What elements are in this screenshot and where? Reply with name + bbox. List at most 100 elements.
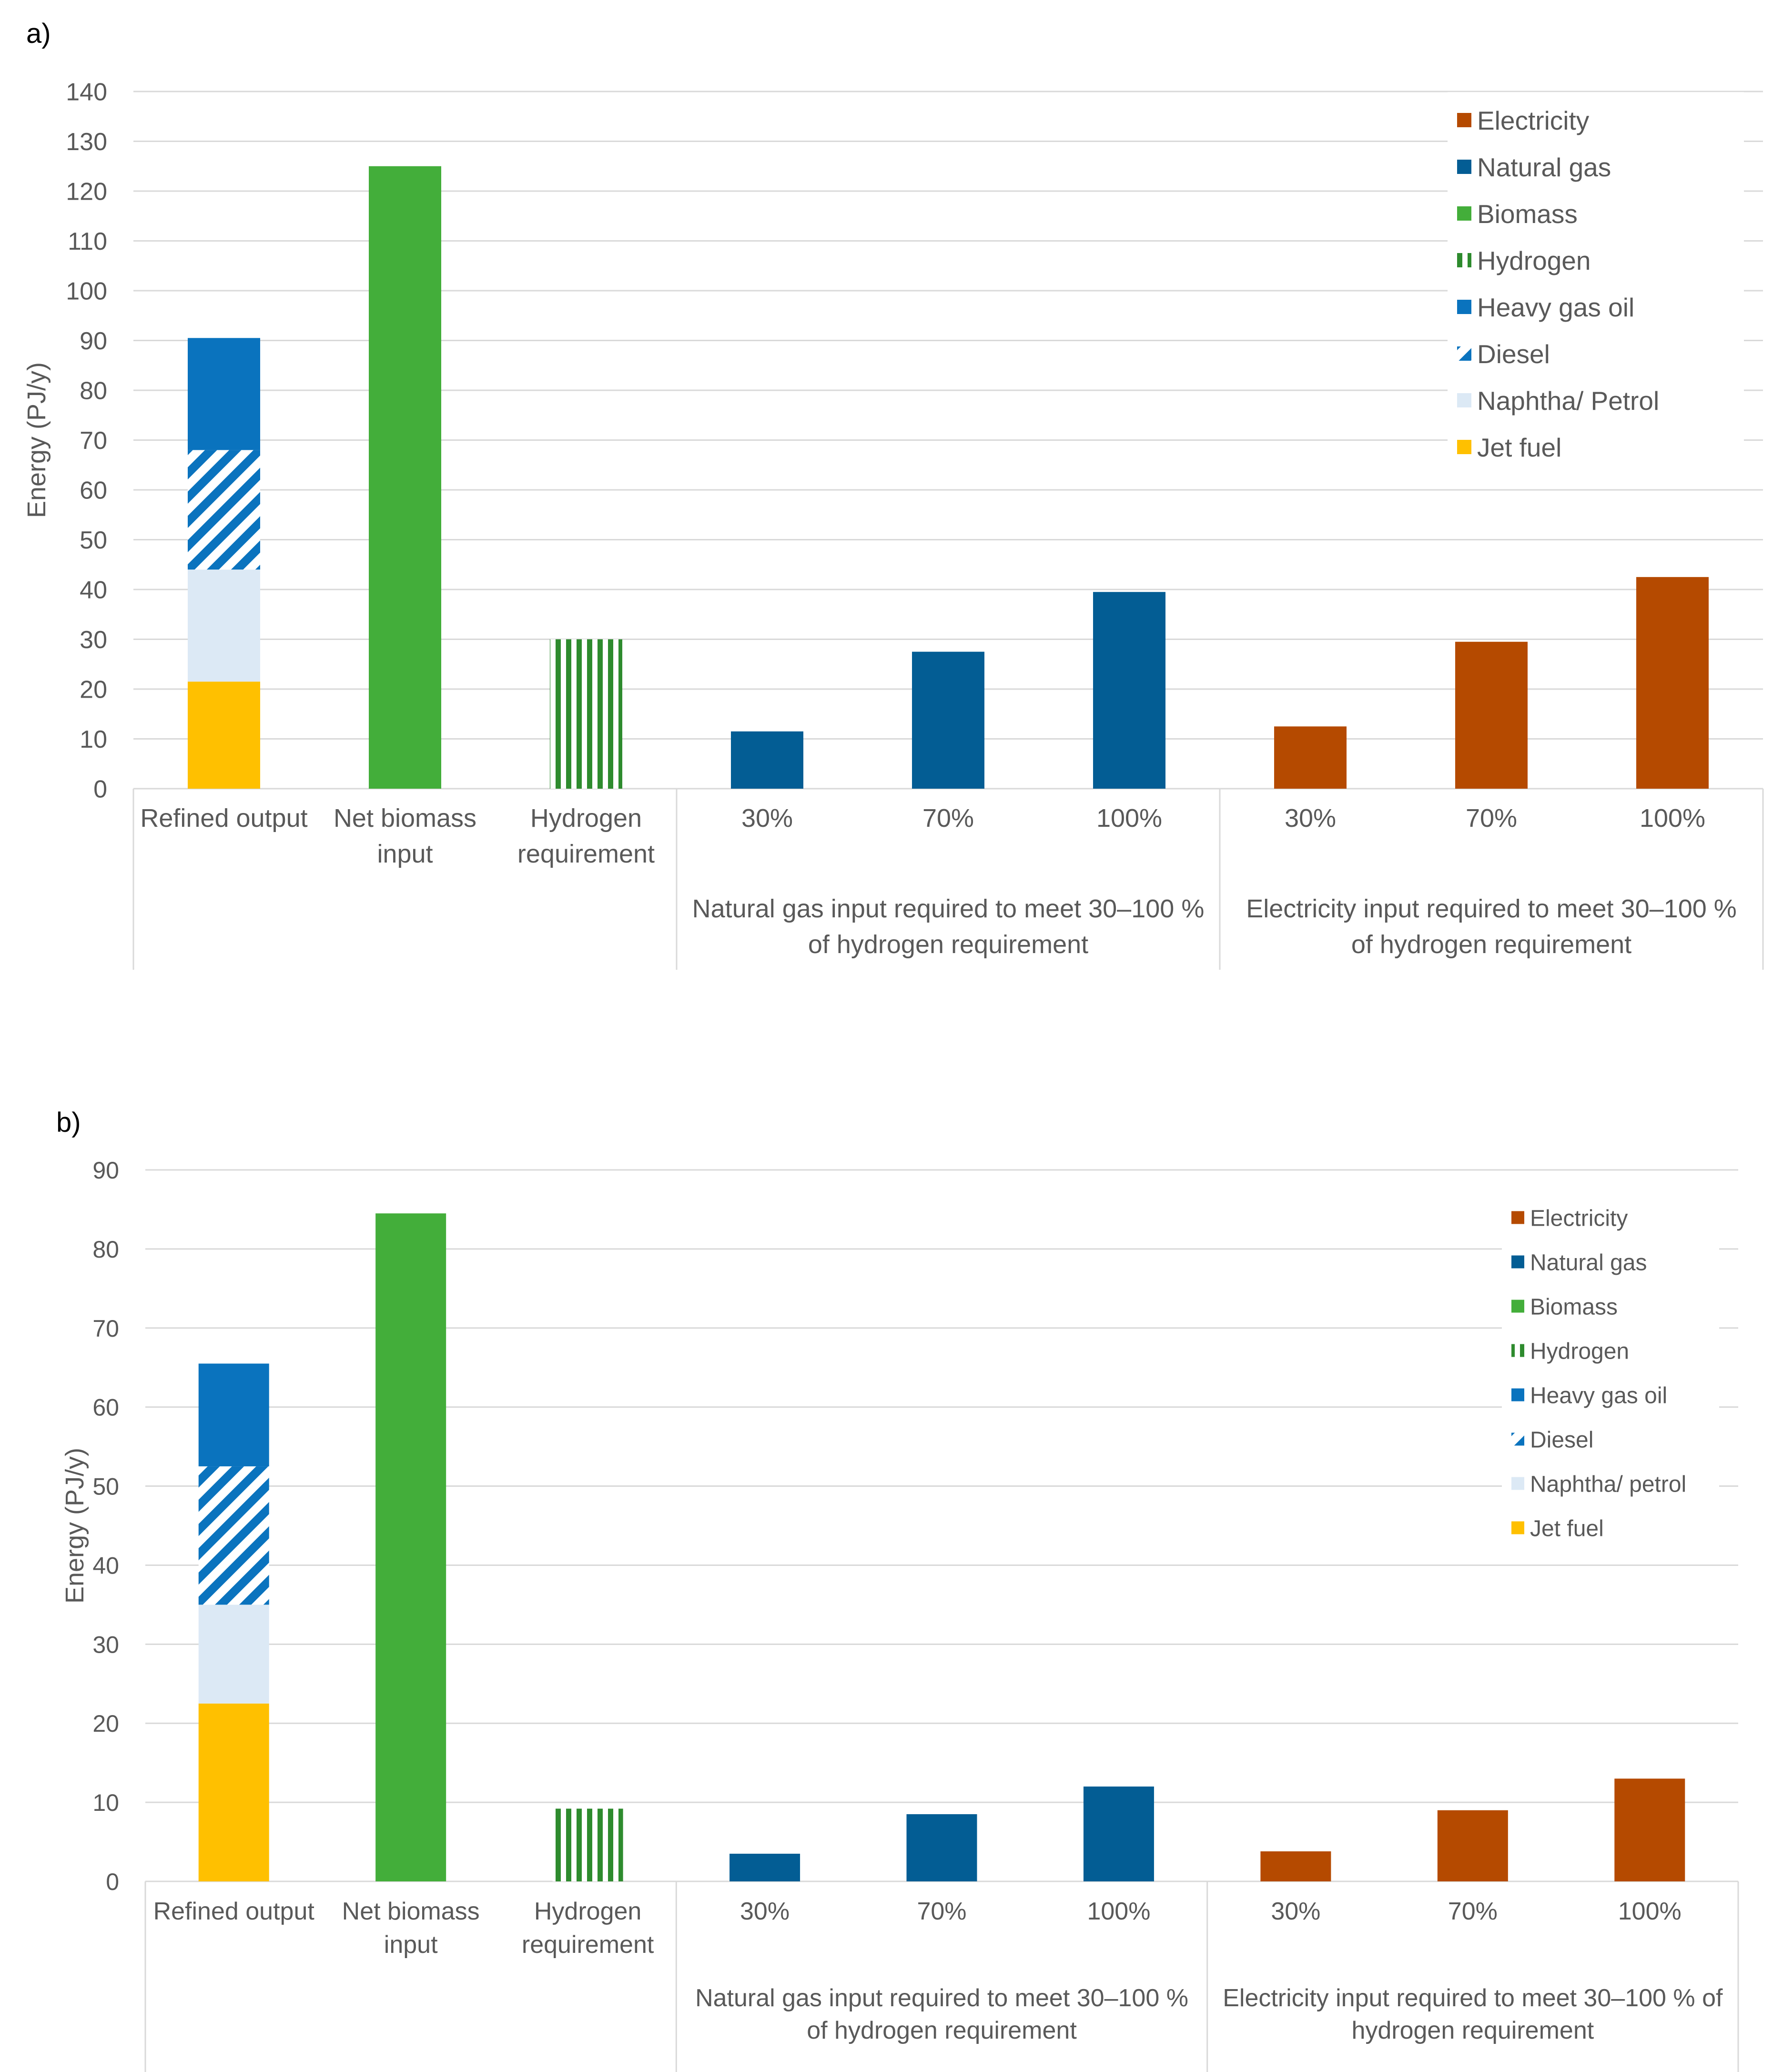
legend-label-diesel: Diesel: [1530, 1427, 1593, 1452]
legend-swatch-jet-fuel: [1457, 440, 1471, 454]
bar-segment-naphtha-petrol: [198, 1605, 269, 1704]
legend-label-jet-fuel: Jet fuel: [1530, 1516, 1604, 1541]
bar-biomass: [369, 166, 441, 789]
x-group-label: of hydrogen requirement: [1351, 930, 1631, 959]
legend-swatch-electricity: [1457, 113, 1471, 127]
x-tick-label: 30%: [740, 1898, 790, 1925]
y-axis-title: Energy (PJ/y): [61, 1448, 89, 1604]
bar-segment-naphtha-petrol: [188, 569, 260, 682]
y-tick-label: 10: [92, 1789, 119, 1816]
legend-swatch-biomass: [1511, 1300, 1524, 1313]
legend-swatch-hydrogen: [1457, 253, 1471, 267]
y-tick-label: 10: [80, 726, 107, 753]
bar-electricity: [1614, 1778, 1685, 1881]
bar-natural-gas: [912, 651, 984, 789]
panel-label: a): [26, 18, 51, 49]
chart-panel-b: b) 0 10 20 30 40 50 60 70 80 90 Energy (PJ/y) Refine…: [56, 1107, 1739, 2072]
legend-swatch-natural-gas: [1457, 160, 1471, 174]
y-tick-label: 0: [93, 776, 107, 803]
bar-electricity: [1260, 1851, 1331, 1881]
y-tick-label: 60: [92, 1394, 119, 1421]
bar-natural-gas: [729, 1853, 800, 1881]
legend-label-natural-gas: Natural gas: [1530, 1250, 1647, 1275]
y-tick-label: 80: [80, 377, 107, 405]
x-group-label: of hydrogen requirement: [808, 930, 1088, 959]
y-axis-title: Energy (PJ/y): [22, 362, 51, 518]
legend-swatch-heavy-gas-oil: [1511, 1388, 1524, 1402]
legend-swatch-hydrogen: [1511, 1344, 1524, 1357]
y-tick-label: 50: [80, 527, 107, 554]
x-tick-label: 70%: [1466, 804, 1517, 833]
legend-label-hydrogen: Hydrogen: [1477, 246, 1591, 275]
legend-swatch-jet-fuel: [1511, 1521, 1524, 1534]
y-tick-label: 0: [106, 1869, 119, 1895]
legend-label-heavy-gas-oil: Heavy gas oil: [1477, 293, 1634, 322]
y-tick-label: 30: [80, 626, 107, 654]
bar-hydrogen: [550, 639, 622, 789]
x-group-label: Natural gas input required to meet 30–10…: [692, 894, 1205, 923]
x-tick-label: 70%: [922, 804, 974, 833]
x-tick-label: Refined output: [140, 804, 307, 833]
x-tick-label: 70%: [1448, 1898, 1498, 1925]
x-group-label: hydrogen requirement: [1351, 2017, 1594, 2044]
x-tick-label: 30%: [1285, 804, 1336, 833]
bar-segment-jet-fuel: [188, 681, 260, 789]
bar-natural-gas: [731, 731, 803, 789]
legend-swatch-diesel: [1457, 346, 1471, 361]
legend-swatch-electricity: [1511, 1211, 1524, 1224]
y-tick-label: 70: [92, 1315, 119, 1342]
bar-segment-heavy-gas-oil: [198, 1363, 269, 1467]
legend-swatch-naphtha-petrol: [1511, 1477, 1524, 1490]
legend-background: [1448, 92, 1744, 475]
legend-swatch-diesel: [1511, 1432, 1524, 1446]
bar-natural-gas: [1083, 1786, 1154, 1881]
y-tick-label: 80: [92, 1236, 119, 1263]
legend-label-biomass: Biomass: [1530, 1294, 1618, 1320]
x-tick-label: 100%: [1087, 1898, 1150, 1925]
legend-label-hydrogen: Hydrogen: [1530, 1339, 1629, 1364]
x-tick-label: input: [384, 1931, 438, 1959]
y-tick-label: 100: [66, 278, 107, 305]
x-tick-label: 70%: [917, 1898, 966, 1925]
legend-background: [1502, 1191, 1719, 1554]
legend-label-electricity: Electricity: [1530, 1206, 1628, 1231]
x-tick-label: requirement: [522, 1931, 654, 1959]
x-tick-label: 30%: [741, 804, 793, 833]
x-tick-label: 100%: [1618, 1898, 1682, 1925]
x-tick-label: input: [377, 840, 433, 868]
x-tick-label: Net biomass: [334, 804, 476, 833]
legend-label-diesel: Diesel: [1477, 339, 1550, 369]
bar-electricity: [1437, 1810, 1508, 1881]
y-tick-label: 110: [68, 228, 107, 255]
y-tick-label: 30: [92, 1631, 119, 1658]
bar-segment-diesel: [188, 450, 260, 570]
x-tick-label: 100%: [1640, 804, 1705, 833]
bar-segment-jet-fuel: [198, 1703, 269, 1881]
legend-swatch-biomass: [1457, 206, 1471, 221]
legend-label-naphtha-petrol: Naphtha/ Petrol: [1477, 386, 1659, 416]
bar-electricity: [1274, 726, 1347, 789]
x-group-label: of hydrogen requirement: [807, 2017, 1077, 2044]
legend-label-jet-fuel: Jet fuel: [1477, 433, 1561, 462]
legend-swatch-natural-gas: [1511, 1255, 1524, 1269]
x-tick-label: Hydrogen: [530, 804, 642, 833]
chart-panel-a: a) 0 10 20 30 40 50 60 70 80 90 100 110 120 130 140 Ener…: [22, 18, 1764, 970]
legend-swatch-naphtha-petrol: [1457, 393, 1471, 407]
legend-swatch-heavy-gas-oil: [1457, 300, 1471, 314]
x-tick-label: Net biomass: [342, 1898, 480, 1925]
bar-electricity: [1636, 577, 1709, 789]
x-tick-label: requirement: [517, 840, 655, 868]
x-tick-label: Hydrogen: [534, 1898, 641, 1925]
x-tick-label: Refined output: [153, 1898, 315, 1925]
y-tick-label: 40: [80, 577, 107, 604]
x-group-label: Electricity input required to meet 30–10…: [1223, 1984, 1723, 2012]
legend-label-biomass: Biomass: [1477, 199, 1578, 229]
y-tick-label: 40: [92, 1552, 119, 1579]
y-tick-label: 90: [92, 1157, 119, 1184]
y-tick-label: 130: [66, 128, 107, 156]
bar-segment-diesel: [198, 1466, 269, 1605]
y-tick-label: 120: [66, 178, 107, 206]
bar-natural-gas: [906, 1814, 977, 1881]
x-group-label: Natural gas input required to meet 30–10…: [695, 1984, 1188, 2012]
x-tick-label: 30%: [1271, 1898, 1320, 1925]
